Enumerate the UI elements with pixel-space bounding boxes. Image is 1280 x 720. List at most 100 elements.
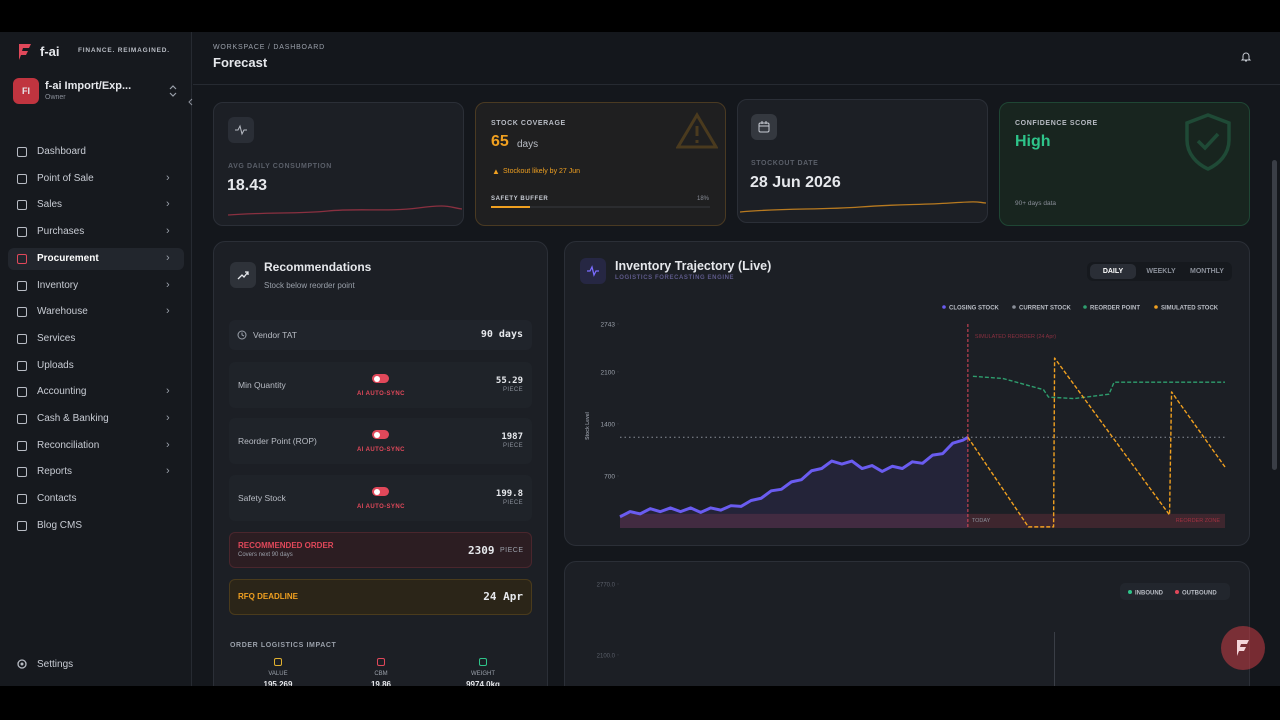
nav-link[interactable]: Purchases bbox=[37, 226, 85, 238]
logistics-title: ORDER LOGISTICS IMPACT bbox=[230, 642, 337, 649]
row-box bbox=[229, 362, 532, 408]
bottom-bar bbox=[0, 686, 1280, 720]
flows-divider bbox=[1054, 632, 1055, 692]
zone-label: REORDER ZONE bbox=[1176, 518, 1221, 524]
shield-watermark bbox=[1185, 113, 1231, 171]
nav-icon bbox=[17, 253, 27, 264]
nav-link[interactable]: Inventory bbox=[37, 279, 79, 291]
annotation: SIMULATED REORDER (24 Apr) bbox=[975, 334, 1056, 340]
nav-link[interactable]: Uploads bbox=[37, 359, 74, 371]
nav-link[interactable]: Reports bbox=[37, 466, 73, 478]
tab[interactable]: DAILY bbox=[1090, 264, 1136, 279]
nav-link[interactable]: Cash & Banking bbox=[37, 413, 109, 424]
logistics-label: WEIGHT bbox=[471, 671, 495, 677]
org-switch[interactable] bbox=[168, 84, 178, 98]
sync-toggle[interactable] bbox=[372, 430, 389, 439]
kpi-label: STOCKOUT DATE bbox=[751, 160, 819, 167]
row-value: 90 days bbox=[480, 329, 523, 340]
nav-chevron: › bbox=[166, 171, 170, 184]
nav-icon bbox=[17, 227, 27, 238]
legend-dot bbox=[1128, 590, 1132, 594]
nav-link[interactable]: Reconciliation bbox=[37, 439, 100, 451]
legend-dot bbox=[1154, 305, 1158, 309]
kpi-value: High bbox=[1015, 133, 1051, 150]
kpi-label: CONFIDENCE SCORE bbox=[1015, 120, 1098, 127]
sync-badge: AI AUTO-SYNC bbox=[357, 447, 405, 453]
row-value: 55.29 bbox=[495, 376, 523, 386]
nav-link[interactable]: Point of Sale bbox=[37, 172, 94, 184]
nav-icon bbox=[17, 467, 27, 478]
toggle-knob bbox=[374, 375, 380, 382]
nav-link[interactable]: Contacts bbox=[37, 493, 77, 505]
series-line bbox=[967, 357, 1226, 528]
nav-icon bbox=[17, 440, 27, 451]
sync-toggle[interactable] bbox=[372, 374, 389, 383]
nav-chevron: › bbox=[166, 198, 170, 211]
row-box bbox=[229, 418, 532, 464]
kpi-card bbox=[475, 102, 726, 226]
kpi-note: 90+ days data bbox=[1015, 200, 1057, 207]
y-tick-label: 2770.0 bbox=[597, 583, 616, 589]
warning-watermark bbox=[676, 112, 718, 149]
kpi-label: STOCK COVERAGE bbox=[491, 120, 566, 127]
trend-icon bbox=[237, 271, 249, 280]
panel-title: Recommendations bbox=[264, 260, 372, 274]
nav-icon bbox=[17, 387, 27, 398]
nav-link[interactable]: Procurement bbox=[37, 252, 99, 264]
row-label: Reorder Point (ROP) bbox=[238, 436, 317, 446]
sync-toggle[interactable] bbox=[372, 487, 389, 496]
kpi-value: 65 bbox=[491, 133, 509, 150]
series-line bbox=[972, 375, 1225, 400]
panel-subtitle: Stock below reorder point bbox=[264, 281, 355, 290]
chart-title: Inventory Trajectory (Live) bbox=[615, 259, 772, 273]
notification-bell[interactable] bbox=[1240, 51, 1252, 63]
kpi-value: 18.43 bbox=[227, 177, 268, 194]
tab[interactable]: MONTHLY bbox=[1190, 268, 1224, 275]
kpi-unit: days bbox=[517, 139, 539, 150]
series-line bbox=[619, 435, 969, 519]
nav-link[interactable]: Sales bbox=[37, 199, 63, 211]
legend-dot bbox=[1012, 305, 1016, 309]
top-bar bbox=[0, 0, 1280, 32]
chart-subtitle: LOGISTICS FORECASTING ENGINE bbox=[615, 275, 735, 281]
scrollbar bbox=[1272, 160, 1277, 470]
nav-icon bbox=[17, 520, 27, 531]
row-unit: PIECE bbox=[502, 387, 523, 393]
org-name[interactable]: f-ai Import/Exp... bbox=[45, 80, 132, 92]
kpi-card bbox=[737, 99, 988, 223]
legend-dot bbox=[1083, 305, 1087, 309]
toggle-knob bbox=[374, 431, 380, 438]
nav-chevron: › bbox=[166, 412, 170, 424]
order-value: 2309 bbox=[468, 544, 495, 557]
org-avatar[interactable]: FI bbox=[13, 78, 39, 104]
settings-link[interactable]: Settings bbox=[37, 659, 74, 670]
row-label: Min Quantity bbox=[238, 380, 286, 390]
legend-label: REORDER POINT bbox=[1090, 306, 1140, 312]
brand-tagline: FINANCE. REIMAGINED. bbox=[78, 47, 170, 54]
y-tick-label: 2743 bbox=[601, 322, 616, 329]
y-tick-label: 2100.0 bbox=[597, 653, 616, 659]
order-label: RECOMMENDED ORDER bbox=[238, 541, 334, 550]
settings-icon bbox=[17, 659, 27, 669]
nav-link[interactable]: Dashboard bbox=[37, 146, 86, 157]
nav-link[interactable]: Services bbox=[37, 332, 76, 344]
toggle-knob bbox=[374, 488, 380, 495]
legend-dot bbox=[1175, 590, 1179, 594]
nav-link[interactable]: Blog CMS bbox=[37, 519, 83, 531]
y-tick-label: 700 bbox=[604, 473, 615, 480]
kpi-value: 28 Jun 2026 bbox=[750, 174, 841, 191]
legend-label: CLOSING STOCK bbox=[949, 306, 1000, 312]
collapse-button[interactable] bbox=[186, 97, 196, 107]
logistics-value: 195,269 bbox=[263, 680, 293, 689]
logistics-icon bbox=[479, 658, 487, 666]
nav-icon bbox=[17, 200, 27, 211]
assistant-icon bbox=[1237, 640, 1249, 656]
sparkline bbox=[740, 201, 986, 213]
pulse-icon bbox=[587, 265, 599, 277]
tab[interactable]: WEEKLY bbox=[1146, 268, 1176, 275]
nav-link[interactable]: Warehouse bbox=[37, 306, 88, 318]
kpi-icon bbox=[751, 114, 777, 140]
nav-icon bbox=[17, 147, 27, 157]
nav-link[interactable]: Accounting bbox=[37, 386, 87, 398]
legend-label: SIMULATED STOCK bbox=[1161, 306, 1219, 312]
